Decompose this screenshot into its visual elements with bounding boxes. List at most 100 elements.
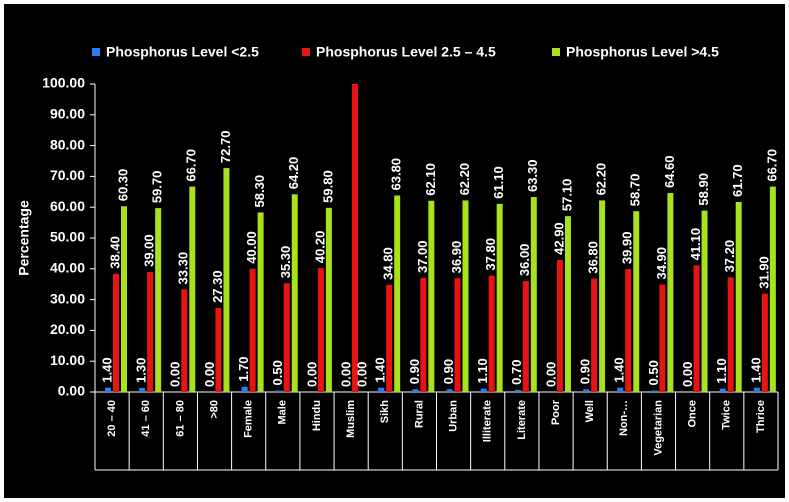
legend-swatch: [552, 48, 560, 56]
data-label: 37.20: [722, 240, 737, 273]
bar: [121, 206, 127, 392]
bar: [522, 281, 529, 392]
bar: [325, 207, 332, 392]
x-tick-label: Twice: [721, 400, 733, 430]
bar: [189, 186, 196, 392]
bar: [583, 389, 590, 392]
y-tick-label: 60.00: [50, 198, 85, 214]
legend-swatch: [302, 48, 310, 56]
y-tick-label: 0.00: [58, 383, 85, 399]
data-label: 0.00: [354, 362, 369, 387]
x-tick-label: Poor: [550, 399, 562, 425]
bar: [753, 387, 760, 392]
bar: [719, 388, 726, 392]
data-label: 40.00: [244, 231, 259, 264]
data-label: 58.30: [252, 175, 267, 208]
data-label: 0.00: [168, 362, 183, 387]
bar: [625, 269, 632, 392]
data-label: 72.70: [218, 131, 233, 164]
bar: [420, 278, 427, 392]
data-label: 62.20: [457, 163, 472, 196]
data-label: 66.70: [184, 149, 199, 182]
bar: [769, 186, 776, 392]
y-tick-label: 10.00: [50, 352, 85, 368]
data-label: 63.80: [389, 158, 404, 191]
bar: [454, 278, 461, 392]
data-label: 41.10: [688, 228, 703, 261]
x-tick-label: Well: [584, 400, 596, 422]
bar: [761, 293, 768, 392]
x-tick-label: Rural: [413, 400, 425, 428]
bar: [617, 387, 624, 392]
bar: [496, 203, 503, 392]
data-label: 58.90: [696, 173, 711, 206]
data-label: 1.10: [714, 358, 729, 383]
bar: [317, 268, 324, 392]
bar: [291, 194, 298, 392]
data-label: 66.70: [764, 149, 779, 182]
data-label: 60.30: [115, 169, 130, 202]
bar: [105, 387, 111, 392]
data-label: 1.10: [475, 358, 490, 383]
bar: [249, 268, 256, 392]
bar: [462, 200, 469, 392]
data-label: 1.40: [99, 357, 114, 382]
data-label: 34.90: [654, 247, 669, 280]
bar: [412, 389, 419, 392]
data-label: 59.80: [320, 170, 335, 203]
x-tick-label: 41 – 60: [140, 400, 152, 437]
data-label: 31.90: [756, 256, 771, 289]
x-tick-label: Non-…: [618, 400, 630, 436]
bar: [147, 271, 154, 392]
legend-label: Phosphorus Level 2.5 – 4.5: [316, 44, 496, 60]
data-label: 33.30: [176, 252, 191, 285]
bar: [727, 277, 734, 392]
data-label: 34.80: [381, 247, 396, 280]
legend-label: Phosphorus Level <2.5: [106, 44, 259, 60]
data-label: 62.20: [594, 163, 609, 196]
bar: [223, 168, 230, 392]
bar: [283, 283, 290, 392]
bar: [394, 195, 401, 392]
data-label: 36.90: [449, 241, 464, 274]
x-tick-label: Once: [687, 400, 699, 428]
bar: [386, 284, 393, 392]
bar: [564, 216, 571, 392]
x-tick-label: 20 – 40: [106, 400, 118, 437]
data-label: 0.90: [407, 359, 422, 384]
bar: [633, 211, 640, 392]
x-tick-label: Literate: [516, 400, 528, 440]
legend-label: Phosphorus Level >4.5: [566, 44, 719, 60]
bar: [428, 200, 435, 392]
legend-swatch: [92, 48, 100, 56]
y-tick-label: 30.00: [50, 290, 85, 306]
y-tick-label: 20.00: [50, 321, 85, 337]
bar: [446, 389, 453, 392]
x-tick-label: Sikh: [379, 400, 391, 424]
bar: [241, 386, 248, 392]
x-tick-label: Female: [243, 400, 255, 438]
data-label: 1.70: [236, 356, 251, 381]
bar: [659, 284, 666, 392]
data-label: 0.70: [509, 360, 524, 385]
data-label: 62.10: [423, 163, 438, 196]
y-tick-label: 40.00: [50, 260, 85, 276]
data-label: 1.40: [748, 357, 763, 382]
y-axis-label: Percentage: [16, 200, 32, 276]
data-label: 64.20: [286, 157, 301, 190]
data-label: 0.50: [270, 360, 285, 385]
data-label: 64.60: [662, 155, 677, 188]
data-label: 0.00: [304, 362, 319, 387]
y-tick-label: 100.00: [42, 75, 85, 91]
bar: [591, 278, 598, 392]
x-tick-label: >80: [208, 400, 220, 419]
bar: [514, 389, 521, 392]
x-tick-label: Muslim: [345, 400, 357, 438]
bar: [651, 390, 658, 392]
x-tick-label: Vegetarian: [652, 400, 664, 456]
bar: [488, 275, 495, 392]
data-label: 0.00: [202, 362, 217, 387]
x-tick-label: Thrice: [755, 400, 767, 433]
bar: [113, 273, 119, 392]
